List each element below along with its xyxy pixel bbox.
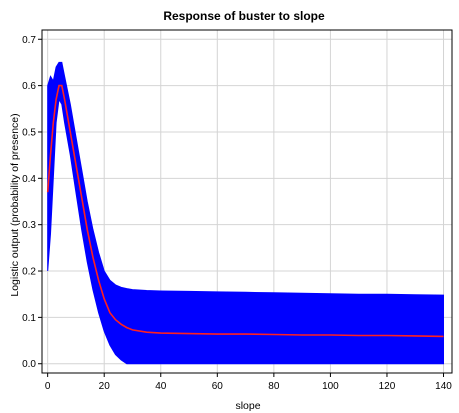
y-tick-label: 0.6 [22, 81, 36, 92]
x-tick-label: 0 [45, 381, 51, 392]
x-tick-label: 40 [155, 381, 167, 392]
x-tick-label: 120 [379, 381, 396, 392]
confidence-band [47, 61, 444, 365]
y-tick-label: 0.3 [22, 220, 36, 231]
x-tick-label: 20 [99, 381, 111, 392]
mean-response-polyline [46, 84, 444, 338]
y-tick-label: 0.5 [22, 127, 36, 138]
x-axis-label: slope [235, 400, 260, 412]
x-axis-ticks: 0 20 40 60 80 100 120 140 [45, 373, 452, 392]
x-tick-label: 140 [435, 381, 452, 392]
x-tick-label: 100 [322, 381, 339, 392]
plot-frame [41, 29, 453, 374]
y-tick-label: 0.0 [22, 359, 36, 370]
x-tick-label: 60 [212, 381, 224, 392]
confidence-band-area [47, 61, 444, 365]
y-tick-label: 0.7 [22, 35, 36, 46]
y-axis-ticks: 0.0 0.1 0.2 0.3 0.4 0.5 0.6 0.7 [22, 35, 42, 370]
chart-title: Response of buster to slope [163, 9, 325, 23]
y-tick-label: 0.2 [22, 267, 36, 278]
mean-response-line [46, 84, 444, 338]
y-axis-label: Logistic output (probability of presence… [9, 113, 21, 296]
y-tick-label: 0.1 [22, 313, 36, 324]
x-tick-label: 80 [268, 381, 280, 392]
y-tick-label: 0.4 [22, 174, 36, 185]
